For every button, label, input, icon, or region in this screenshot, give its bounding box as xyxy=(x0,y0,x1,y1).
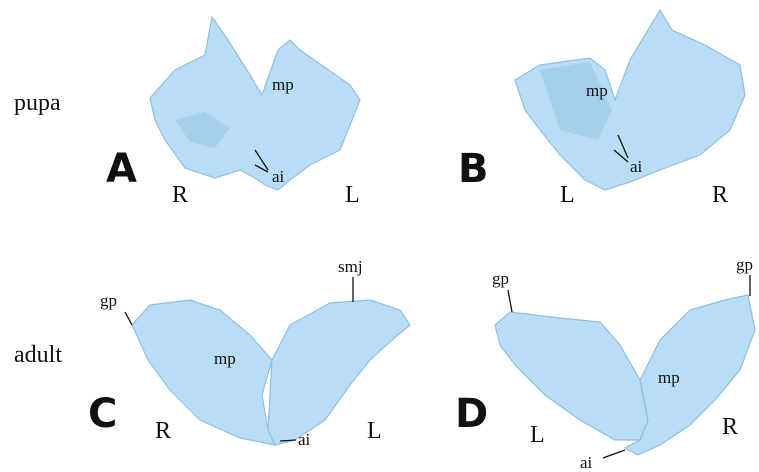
side-label: R xyxy=(722,414,738,440)
side-label: L xyxy=(530,422,545,448)
annotation: ai xyxy=(298,430,311,449)
panel-letter: D xyxy=(455,391,488,437)
annotation: mp xyxy=(586,81,608,100)
panel-letter: A xyxy=(106,146,137,192)
panel-letter: B xyxy=(458,146,489,192)
annotation: gp xyxy=(492,269,509,288)
side-label: L xyxy=(345,182,360,208)
mandible-shape xyxy=(267,299,411,446)
annotation: ai xyxy=(630,157,643,176)
mandible-shape xyxy=(149,15,361,191)
annotation: mp xyxy=(272,75,294,94)
side-label: R xyxy=(155,418,171,444)
annotation: smj xyxy=(338,257,363,276)
leader-line xyxy=(507,289,513,313)
shading xyxy=(540,62,612,140)
side-label: R xyxy=(172,182,188,208)
side-label: L xyxy=(560,182,575,208)
annotation: ai xyxy=(272,167,285,186)
row-label: pupa xyxy=(14,90,61,116)
annotation: gp xyxy=(100,291,117,310)
annotation: ai xyxy=(580,453,593,472)
leader-line xyxy=(602,449,626,459)
shading xyxy=(175,112,230,148)
mandible-shape xyxy=(494,311,649,441)
mandible-shape xyxy=(131,299,277,446)
row-label: adult xyxy=(14,342,62,368)
leader-line xyxy=(124,311,133,326)
annotation: gp xyxy=(736,255,753,274)
annotation: mp xyxy=(214,349,236,368)
panel-letter: C xyxy=(88,391,117,437)
leader-line xyxy=(254,149,269,173)
mandible-shape xyxy=(514,8,746,191)
mandible-shape xyxy=(623,294,756,456)
leader-line xyxy=(279,439,297,442)
leader-line xyxy=(613,134,629,163)
side-label: R xyxy=(712,182,728,208)
annotation: mp xyxy=(658,368,680,387)
side-label: L xyxy=(367,418,382,444)
